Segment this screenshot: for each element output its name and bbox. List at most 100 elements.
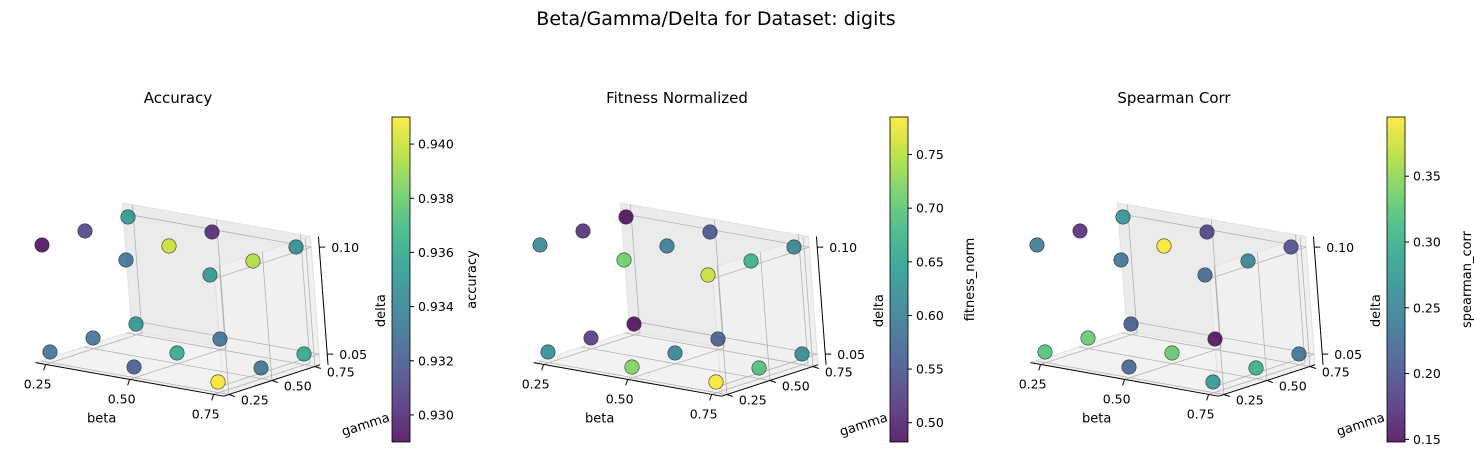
gridline: [629, 320, 818, 386]
colorbar-tick-label: 0.60: [916, 308, 944, 323]
colorbar: 0.930 0.932 0.934 0.936 0.938 0.940 accuracy: [391, 116, 480, 443]
data-point: [42, 344, 58, 360]
x-tick-label: 0.75: [192, 406, 220, 421]
colorbar-tick-label: 0.932: [418, 353, 454, 368]
figure-suptitle: Beta/Gamma/Delta for Dataset: digits: [536, 8, 895, 30]
y-tick: [271, 380, 279, 383]
data-point: [624, 359, 640, 375]
data-point: [626, 316, 642, 332]
axes-3d: 0.25 0.50 0.75 beta 0.25 0.50 0.75 gamma 0.05 0.1…: [24, 202, 392, 440]
colorbar: 0.15 0.20 0.25 0.30 0.35 spearman_corr: [1386, 116, 1474, 447]
x-tick: [1206, 394, 1210, 401]
colorbar-tick-label: 0.930: [418, 407, 454, 422]
colorbar-scale: [889, 116, 909, 443]
data-point: [1207, 331, 1223, 347]
spearman-corr-panel: Spearman Corr 0.250.500.75beta0.250.500.…: [1019, 89, 1474, 447]
y-tick: [1309, 366, 1317, 369]
x-tick: [625, 379, 629, 386]
gridline: [129, 219, 227, 380]
data-point: [1029, 237, 1045, 253]
x-axis-label: beta: [1082, 411, 1111, 426]
y-tick: [812, 366, 820, 369]
data-point: [169, 345, 185, 361]
gridline: [213, 234, 311, 395]
data-point: [794, 346, 810, 362]
data-point: [1037, 344, 1053, 360]
data-point: [161, 238, 177, 254]
colorbar-label: spearman_corr: [1460, 230, 1474, 328]
data-point: [618, 209, 634, 225]
data-point: [1115, 209, 1131, 225]
colorbar-tick-label: 0.15: [1413, 432, 1441, 447]
y-tick: [726, 394, 734, 397]
data-point: [540, 344, 556, 360]
data-point: [118, 252, 134, 268]
data-point: [296, 346, 312, 362]
data-point: [1113, 252, 1129, 268]
axes-3d: 0.25 0.50 0.75 beta 0.25 0.50 0.75 gamma 0.05 0.1…: [1019, 202, 1387, 440]
data-point: [85, 330, 101, 346]
data-point: [204, 224, 220, 240]
gridline: [1124, 219, 1222, 380]
colorbar-tick-label: 0.934: [418, 299, 454, 314]
gridline: [131, 320, 320, 386]
data-point: [126, 359, 142, 375]
gridline: [543, 204, 641, 365]
data-point: [616, 252, 632, 268]
z-tick-label: 0.05: [1334, 347, 1362, 362]
data-point: [667, 345, 683, 361]
panel-title: Fitness Normalized: [606, 89, 748, 107]
x-tick: [709, 394, 713, 401]
z-axis-label: delta: [374, 294, 389, 327]
data-point: [202, 267, 218, 283]
y-tick: [1223, 394, 1231, 397]
data-point: [1080, 330, 1096, 346]
y-tick-label: 0.25: [241, 393, 269, 408]
x-axis-label: beta: [585, 411, 614, 426]
data-point: [532, 237, 548, 253]
x-tick-label: 0.25: [522, 376, 550, 391]
data-point: [583, 330, 599, 346]
x-tick-label: 0.25: [1019, 376, 1047, 391]
data-point: [1072, 223, 1088, 239]
fitness-normalized-panel: Fitness Normalized 0.25 0.50 0.75 beta 0.25 0…: [522, 89, 978, 443]
y-tick-label: 0.75: [327, 365, 355, 380]
colorbar-tick-label: 0.30: [1413, 235, 1441, 250]
x-tick: [43, 364, 47, 371]
x-tick: [1038, 364, 1042, 371]
x-tick: [211, 394, 215, 401]
data-point: [1121, 359, 1137, 375]
x-tick-label: 0.25: [24, 376, 52, 391]
colorbar-tick-label: 0.940: [418, 137, 454, 152]
data-point: [1283, 239, 1299, 255]
data-point: [1197, 267, 1213, 283]
z-axis-label: delta: [872, 294, 887, 327]
colorbar-scale: [1386, 116, 1406, 443]
data-point: [659, 238, 675, 254]
y-axis-label: gamma: [340, 410, 392, 440]
y-tick-label: 0.50: [1279, 379, 1307, 394]
colorbar-tick-label: 0.35: [1413, 169, 1441, 184]
data-point: [700, 267, 716, 283]
gridline: [45, 204, 143, 365]
data-point: [1123, 316, 1139, 332]
colorbar-tick-label: 0.55: [916, 362, 944, 377]
colorbar-tick-label: 0.75: [916, 147, 944, 162]
y-tick-label: 0.25: [739, 393, 767, 408]
x-tick: [1122, 379, 1126, 386]
z-tick-label: 0.10: [331, 240, 359, 255]
x-tick-label: 0.50: [606, 391, 634, 406]
y-axis-label: gamma: [1335, 410, 1387, 440]
y-tick: [228, 394, 236, 397]
scatter-points: [34, 209, 312, 390]
data-point: [128, 316, 144, 332]
gridline: [1118, 213, 1307, 279]
z-tick-label: 0.05: [339, 347, 367, 362]
colorbar-tick-label: 0.936: [418, 245, 454, 260]
colorbar-tick-label: 0.938: [418, 191, 454, 206]
z-axis-line: [815, 236, 827, 365]
x-tick-label: 0.75: [1187, 406, 1215, 421]
gridline: [1126, 320, 1315, 386]
colorbar-label: fitness_norm: [963, 238, 978, 322]
